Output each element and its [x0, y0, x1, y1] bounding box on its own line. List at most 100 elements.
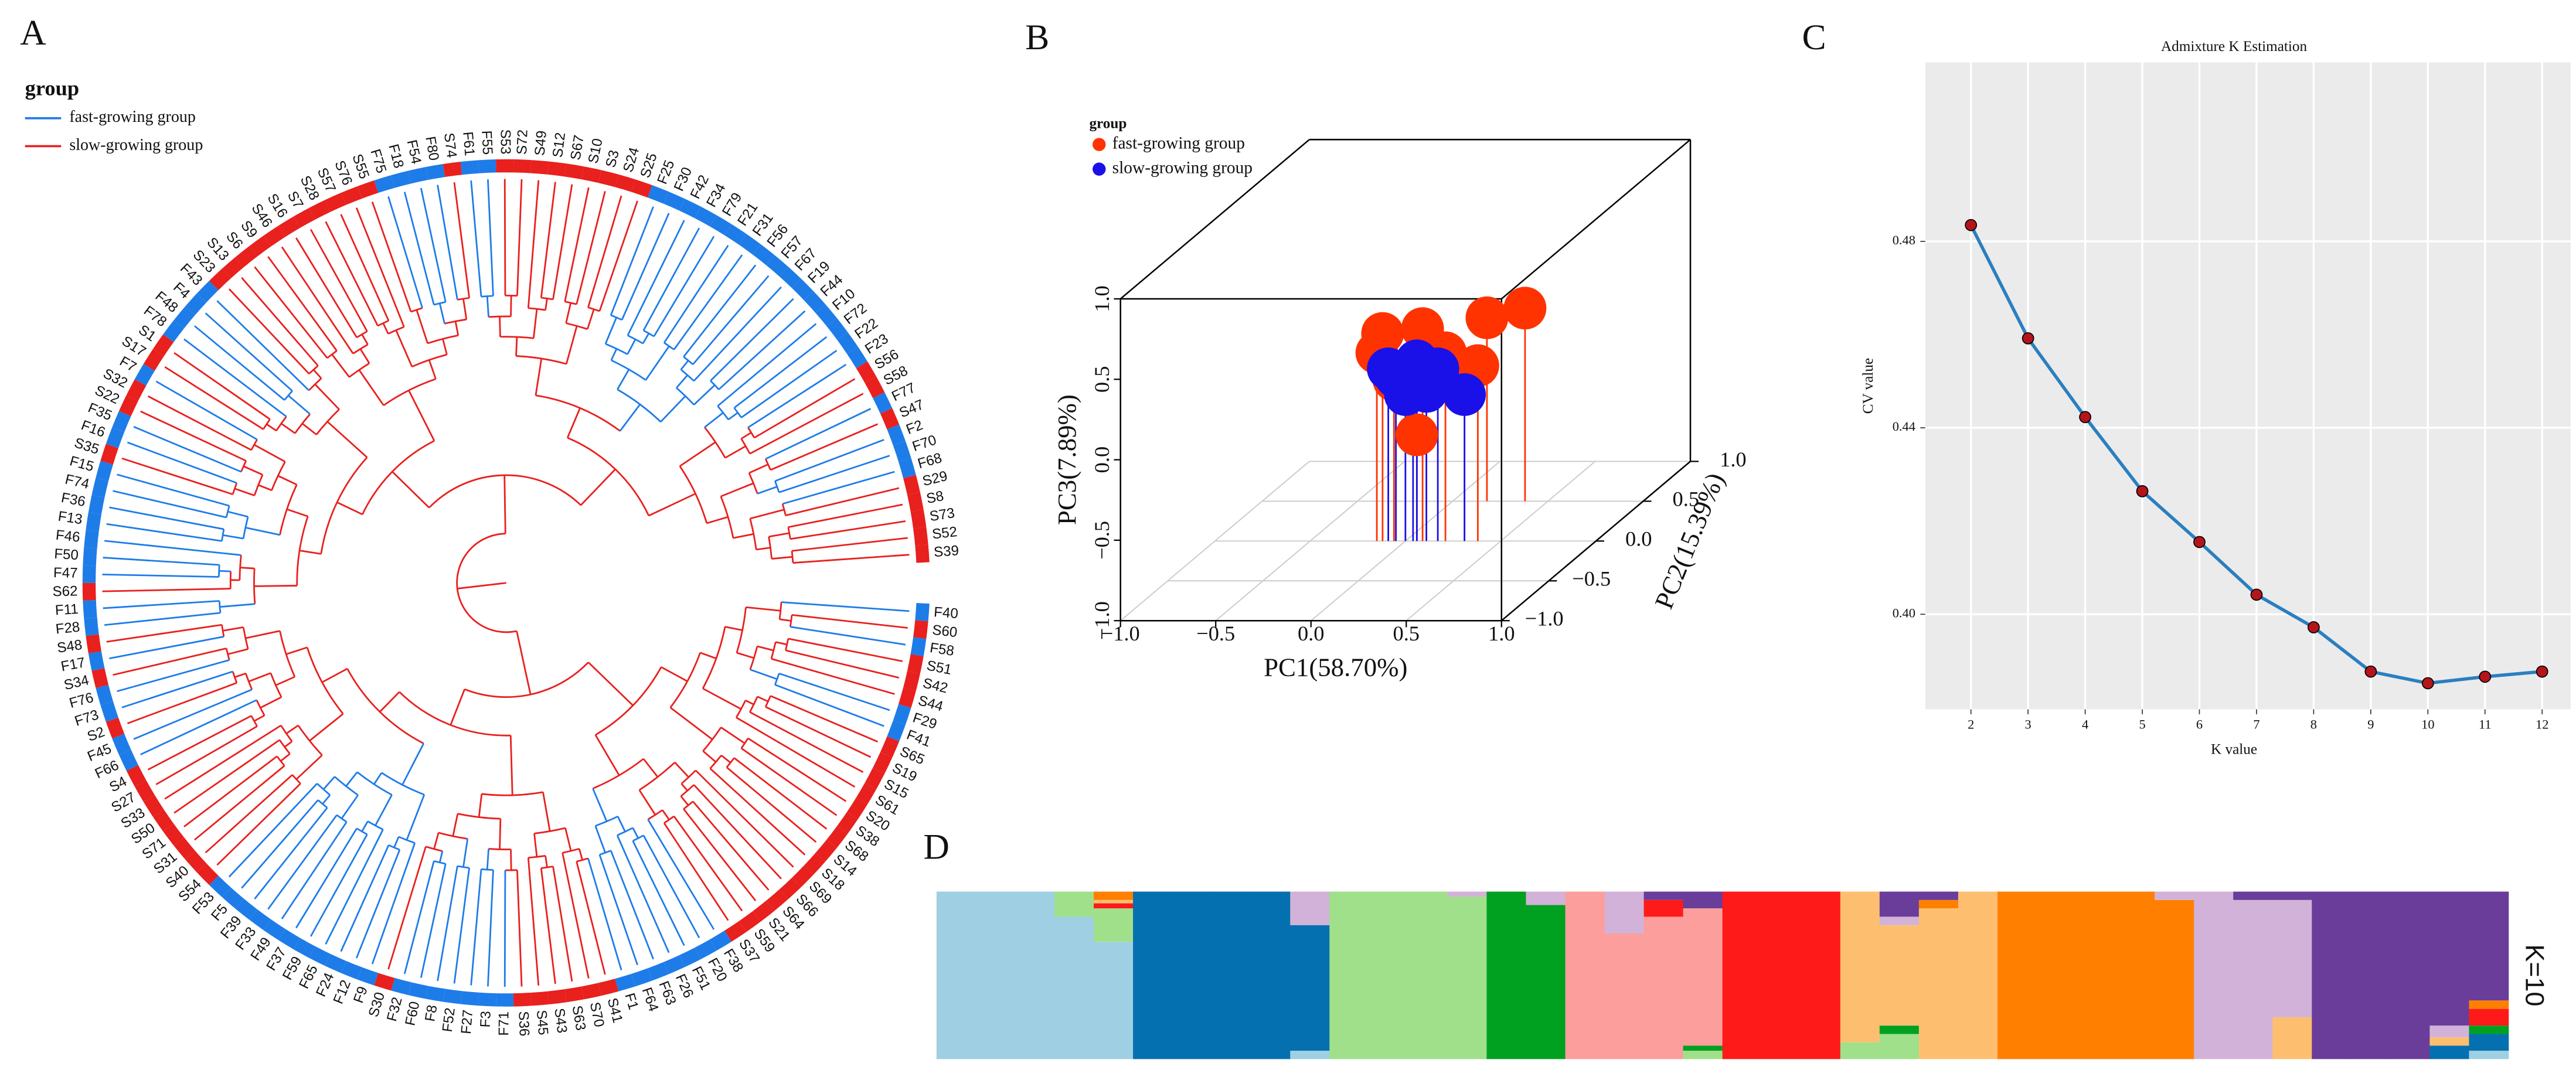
branch: [700, 652, 717, 659]
branch: [610, 850, 654, 960]
group-ring: [880, 408, 900, 430]
branch: [147, 395, 252, 451]
leaf-label: S3: [603, 148, 622, 169]
x-tick-label: 2: [1968, 717, 1974, 732]
group-ring: [907, 654, 924, 674]
leaf-label: S52: [931, 524, 958, 543]
branch: [228, 783, 318, 878]
branch: [757, 696, 769, 703]
branch: [693, 384, 716, 406]
branch: [286, 508, 308, 517]
branch: [785, 649, 900, 679]
branch: [127, 682, 237, 724]
branch: [266, 423, 277, 432]
group-ring: [766, 255, 788, 277]
group-ring: [293, 938, 315, 958]
point: [1391, 359, 1435, 402]
leaf-label: S63: [569, 1004, 589, 1032]
branch: [183, 755, 278, 827]
group-ring: [209, 875, 231, 898]
branch: [193, 325, 285, 401]
branch: [140, 699, 257, 755]
branch: [692, 800, 770, 891]
group-ring: [893, 441, 911, 462]
x-tick-label: −1.0: [1101, 622, 1140, 645]
branch: [267, 256, 338, 352]
branch: [617, 389, 662, 422]
group-ring: [209, 268, 231, 291]
group-ring: [143, 349, 164, 371]
branch: [331, 353, 351, 378]
branch: [104, 540, 241, 556]
k-label: K=10: [2520, 944, 2550, 1006]
ancestry-segment: [1133, 891, 1173, 1059]
branch: [102, 588, 231, 592]
group-ring: [83, 547, 97, 566]
branch: [565, 325, 578, 364]
branch: [515, 336, 518, 356]
branch: [309, 713, 344, 742]
branch: [756, 547, 771, 551]
branch: [533, 833, 538, 857]
branch: [510, 295, 512, 317]
group-ring: [88, 495, 105, 515]
branch: [503, 475, 506, 534]
branch: [379, 691, 400, 713]
group-ring: [163, 823, 185, 846]
ancestry-segment: [1094, 908, 1134, 942]
branch: [193, 765, 285, 841]
y-tick-label: −0.5: [1572, 567, 1611, 591]
group-ring: [846, 798, 867, 820]
branch: [578, 849, 583, 861]
leaf-label: F13: [57, 509, 83, 528]
legend-label: fast-growing group: [1112, 134, 1245, 152]
branch: [642, 333, 650, 344]
group-ring: [86, 634, 101, 654]
group-ring: [341, 960, 362, 980]
branch: [598, 200, 638, 312]
group-ring: [163, 320, 185, 342]
branch: [254, 444, 286, 463]
branch: [604, 317, 618, 345]
leaf-label: F27: [458, 1009, 477, 1035]
ancestry-segment: [1761, 891, 1802, 1059]
branch: [406, 794, 426, 841]
branch: [299, 550, 321, 555]
branch: [106, 523, 222, 542]
branch: [770, 423, 879, 471]
group-ring: [581, 166, 601, 183]
group-ring: [837, 812, 858, 834]
branch: [527, 857, 540, 986]
leaf-label: F74: [63, 471, 91, 492]
branch: [720, 482, 754, 498]
branch: [706, 516, 729, 524]
branch: [227, 510, 249, 518]
branch: [478, 793, 483, 817]
ancestry-segment: [1801, 891, 1841, 1059]
group-ring: [235, 246, 258, 267]
ancestry-segment: [2469, 1034, 2509, 1051]
group-ring: [341, 186, 362, 205]
leaf-label: F2: [904, 417, 925, 438]
branch: [486, 849, 489, 870]
ancestry-segment: [936, 891, 976, 1059]
branch: [103, 600, 220, 609]
branch: [295, 754, 323, 780]
branch: [341, 795, 359, 819]
branch: [228, 288, 310, 374]
ancestry-segment: [1683, 908, 1723, 1046]
branch: [750, 669, 778, 680]
branch: [653, 236, 715, 337]
group-ring: [153, 334, 174, 356]
ancestry-segment: [1879, 1034, 1920, 1059]
group-ring: [792, 278, 814, 301]
leaf-label: F60: [402, 1000, 423, 1027]
panel-letter: A: [20, 13, 46, 53]
branch: [587, 858, 622, 970]
group-ring: [83, 599, 97, 619]
x-tick-label: 7: [2253, 717, 2259, 732]
branch: [774, 439, 884, 482]
branch: [576, 191, 606, 305]
group-ring: [915, 602, 930, 622]
branch: [638, 789, 656, 816]
